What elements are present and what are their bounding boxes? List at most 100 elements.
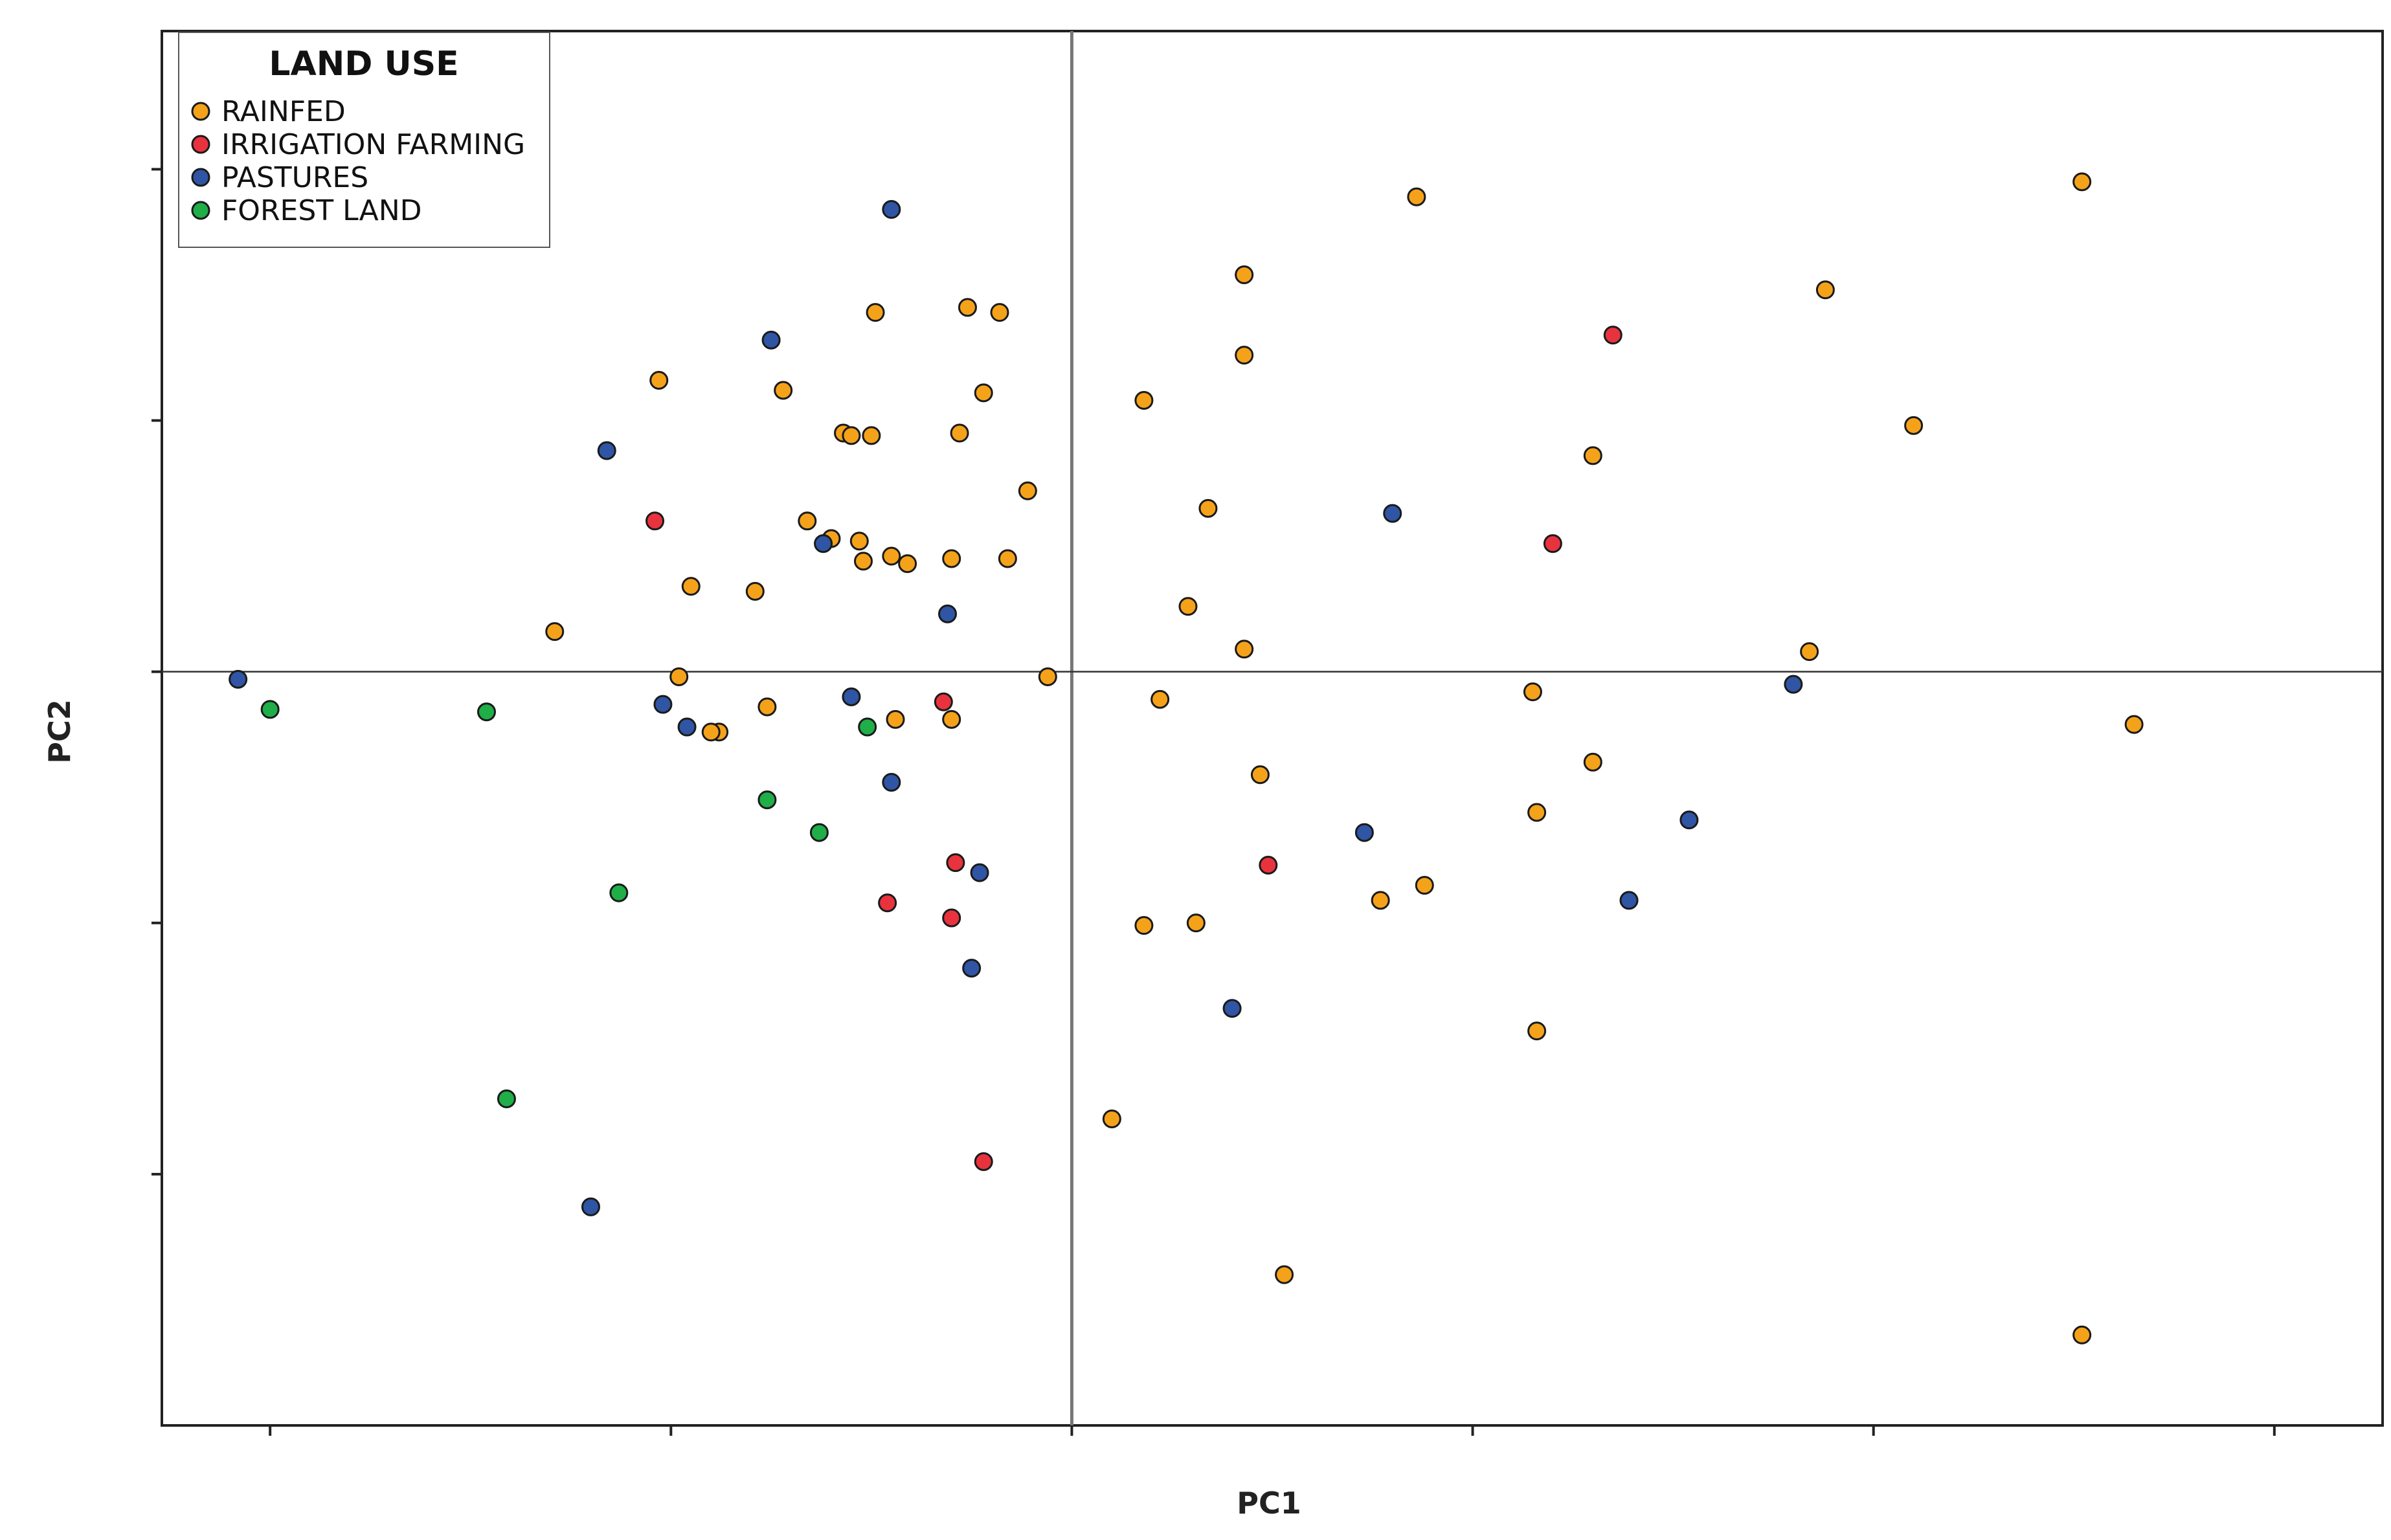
- scatter-point: [853, 552, 873, 571]
- scatter-point: [1235, 346, 1254, 365]
- legend-title: LAND USE: [269, 45, 458, 84]
- scatter-point: [858, 717, 877, 737]
- scatter-point: [1259, 856, 1278, 875]
- scatter-point: [597, 441, 616, 460]
- scatter-point: [701, 722, 721, 742]
- scatter-point: [942, 709, 961, 729]
- scatter-point: [761, 330, 781, 350]
- scatter-point: [774, 381, 793, 400]
- legend-label: FOREST LAND: [221, 194, 422, 227]
- scatter-point: [882, 772, 901, 792]
- legend-marker: [191, 201, 210, 220]
- scatter-point: [809, 823, 829, 842]
- scatter-point: [1415, 876, 1434, 895]
- legend-label: PASTURES: [221, 161, 368, 194]
- scatter-point: [842, 687, 861, 706]
- scatter-point: [974, 1152, 993, 1171]
- scatter-point: [1543, 534, 1562, 553]
- scatter-point: [1583, 446, 1602, 465]
- scatter-point: [1603, 326, 1622, 345]
- scatter-point: [958, 298, 977, 317]
- scatter-point: [866, 303, 885, 322]
- scatter-point: [1904, 416, 1924, 435]
- scatter-point: [1186, 913, 1206, 933]
- scatter-point: [669, 667, 689, 686]
- scatter-point: [814, 534, 833, 553]
- scatter-point: [2072, 1325, 2092, 1345]
- scatter-point: [745, 581, 765, 601]
- scatter-point: [1523, 682, 1542, 702]
- scatter-point: [1815, 280, 1835, 300]
- scatter-point: [1038, 667, 1057, 686]
- scatter-point: [497, 1089, 516, 1108]
- legend-marker: [191, 168, 210, 187]
- scatter-point: [581, 1197, 600, 1216]
- scatter-point: [862, 426, 881, 445]
- scatter-point: [886, 709, 905, 729]
- scatter-point: [1250, 765, 1270, 785]
- scatter-point: [758, 790, 777, 810]
- scatter-point: [942, 908, 961, 928]
- scatter-point: [645, 511, 665, 531]
- scatter-point: [229, 669, 248, 689]
- x-axis-ticks: [269, 1425, 2276, 1436]
- scatter-point: [1235, 640, 1254, 659]
- scatter-point: [878, 893, 897, 913]
- scatter-point: [950, 423, 969, 443]
- scatter-point: [2124, 715, 2144, 734]
- scatter-point: [1178, 597, 1198, 616]
- scatter-point: [260, 700, 280, 719]
- y-axis-ticks: [152, 168, 162, 1176]
- scatter-point: [942, 549, 961, 568]
- scatter-point: [1222, 999, 1242, 1018]
- scatter-point: [1151, 689, 1170, 709]
- legend-marker: [191, 102, 210, 121]
- scatter-point: [1018, 481, 1037, 500]
- scatter-point: [1235, 265, 1254, 284]
- scatter-point: [798, 511, 817, 531]
- scatter-point: [677, 717, 697, 737]
- scatter-point: [1134, 391, 1154, 410]
- scatter-point: [1371, 891, 1390, 910]
- scatter-point: [1134, 916, 1154, 935]
- scatter-point: [1198, 498, 1218, 518]
- scatter-point: [1800, 642, 1819, 662]
- x-axis-title: PC1: [1237, 1486, 1301, 1521]
- scatter-point: [1679, 810, 1699, 830]
- scatter-point: [545, 622, 565, 642]
- scatter-point: [970, 863, 989, 882]
- scatter-point: [962, 959, 982, 978]
- scatter-point: [898, 554, 917, 574]
- plot-area: [161, 30, 2384, 1427]
- scatter-point: [2072, 172, 2092, 192]
- scatter-point: [842, 426, 861, 445]
- scatter-point: [681, 577, 701, 596]
- scatter-point: [1354, 823, 1374, 842]
- scatter-point: [1275, 1265, 1294, 1284]
- scatter-point: [882, 546, 901, 566]
- scatter-point: [974, 383, 993, 403]
- scatter-point: [946, 853, 965, 873]
- scatter-point: [1583, 752, 1602, 772]
- legend-label: IRRIGATION FARMING: [221, 128, 525, 161]
- legend-marker: [191, 135, 210, 154]
- scatter-point: [990, 303, 1009, 322]
- scatter-point: [649, 370, 669, 390]
- scatter-point: [1619, 891, 1639, 910]
- scatter-point: [998, 549, 1017, 568]
- scatter-point: [1102, 1110, 1121, 1129]
- scatter-point: [1784, 675, 1803, 694]
- legend-label: RAINFED: [221, 95, 346, 128]
- scatter-point: [758, 697, 777, 717]
- scatter-point: [1383, 504, 1402, 523]
- scatter-point: [934, 692, 953, 711]
- scatter-point: [938, 604, 958, 623]
- scatter-points: [229, 172, 2144, 1345]
- y-axis-title: PC2: [42, 699, 77, 763]
- scatter-point: [653, 695, 673, 714]
- scatter-point: [1407, 187, 1426, 206]
- scatter-point: [1527, 1021, 1547, 1041]
- scatter-point: [477, 702, 496, 722]
